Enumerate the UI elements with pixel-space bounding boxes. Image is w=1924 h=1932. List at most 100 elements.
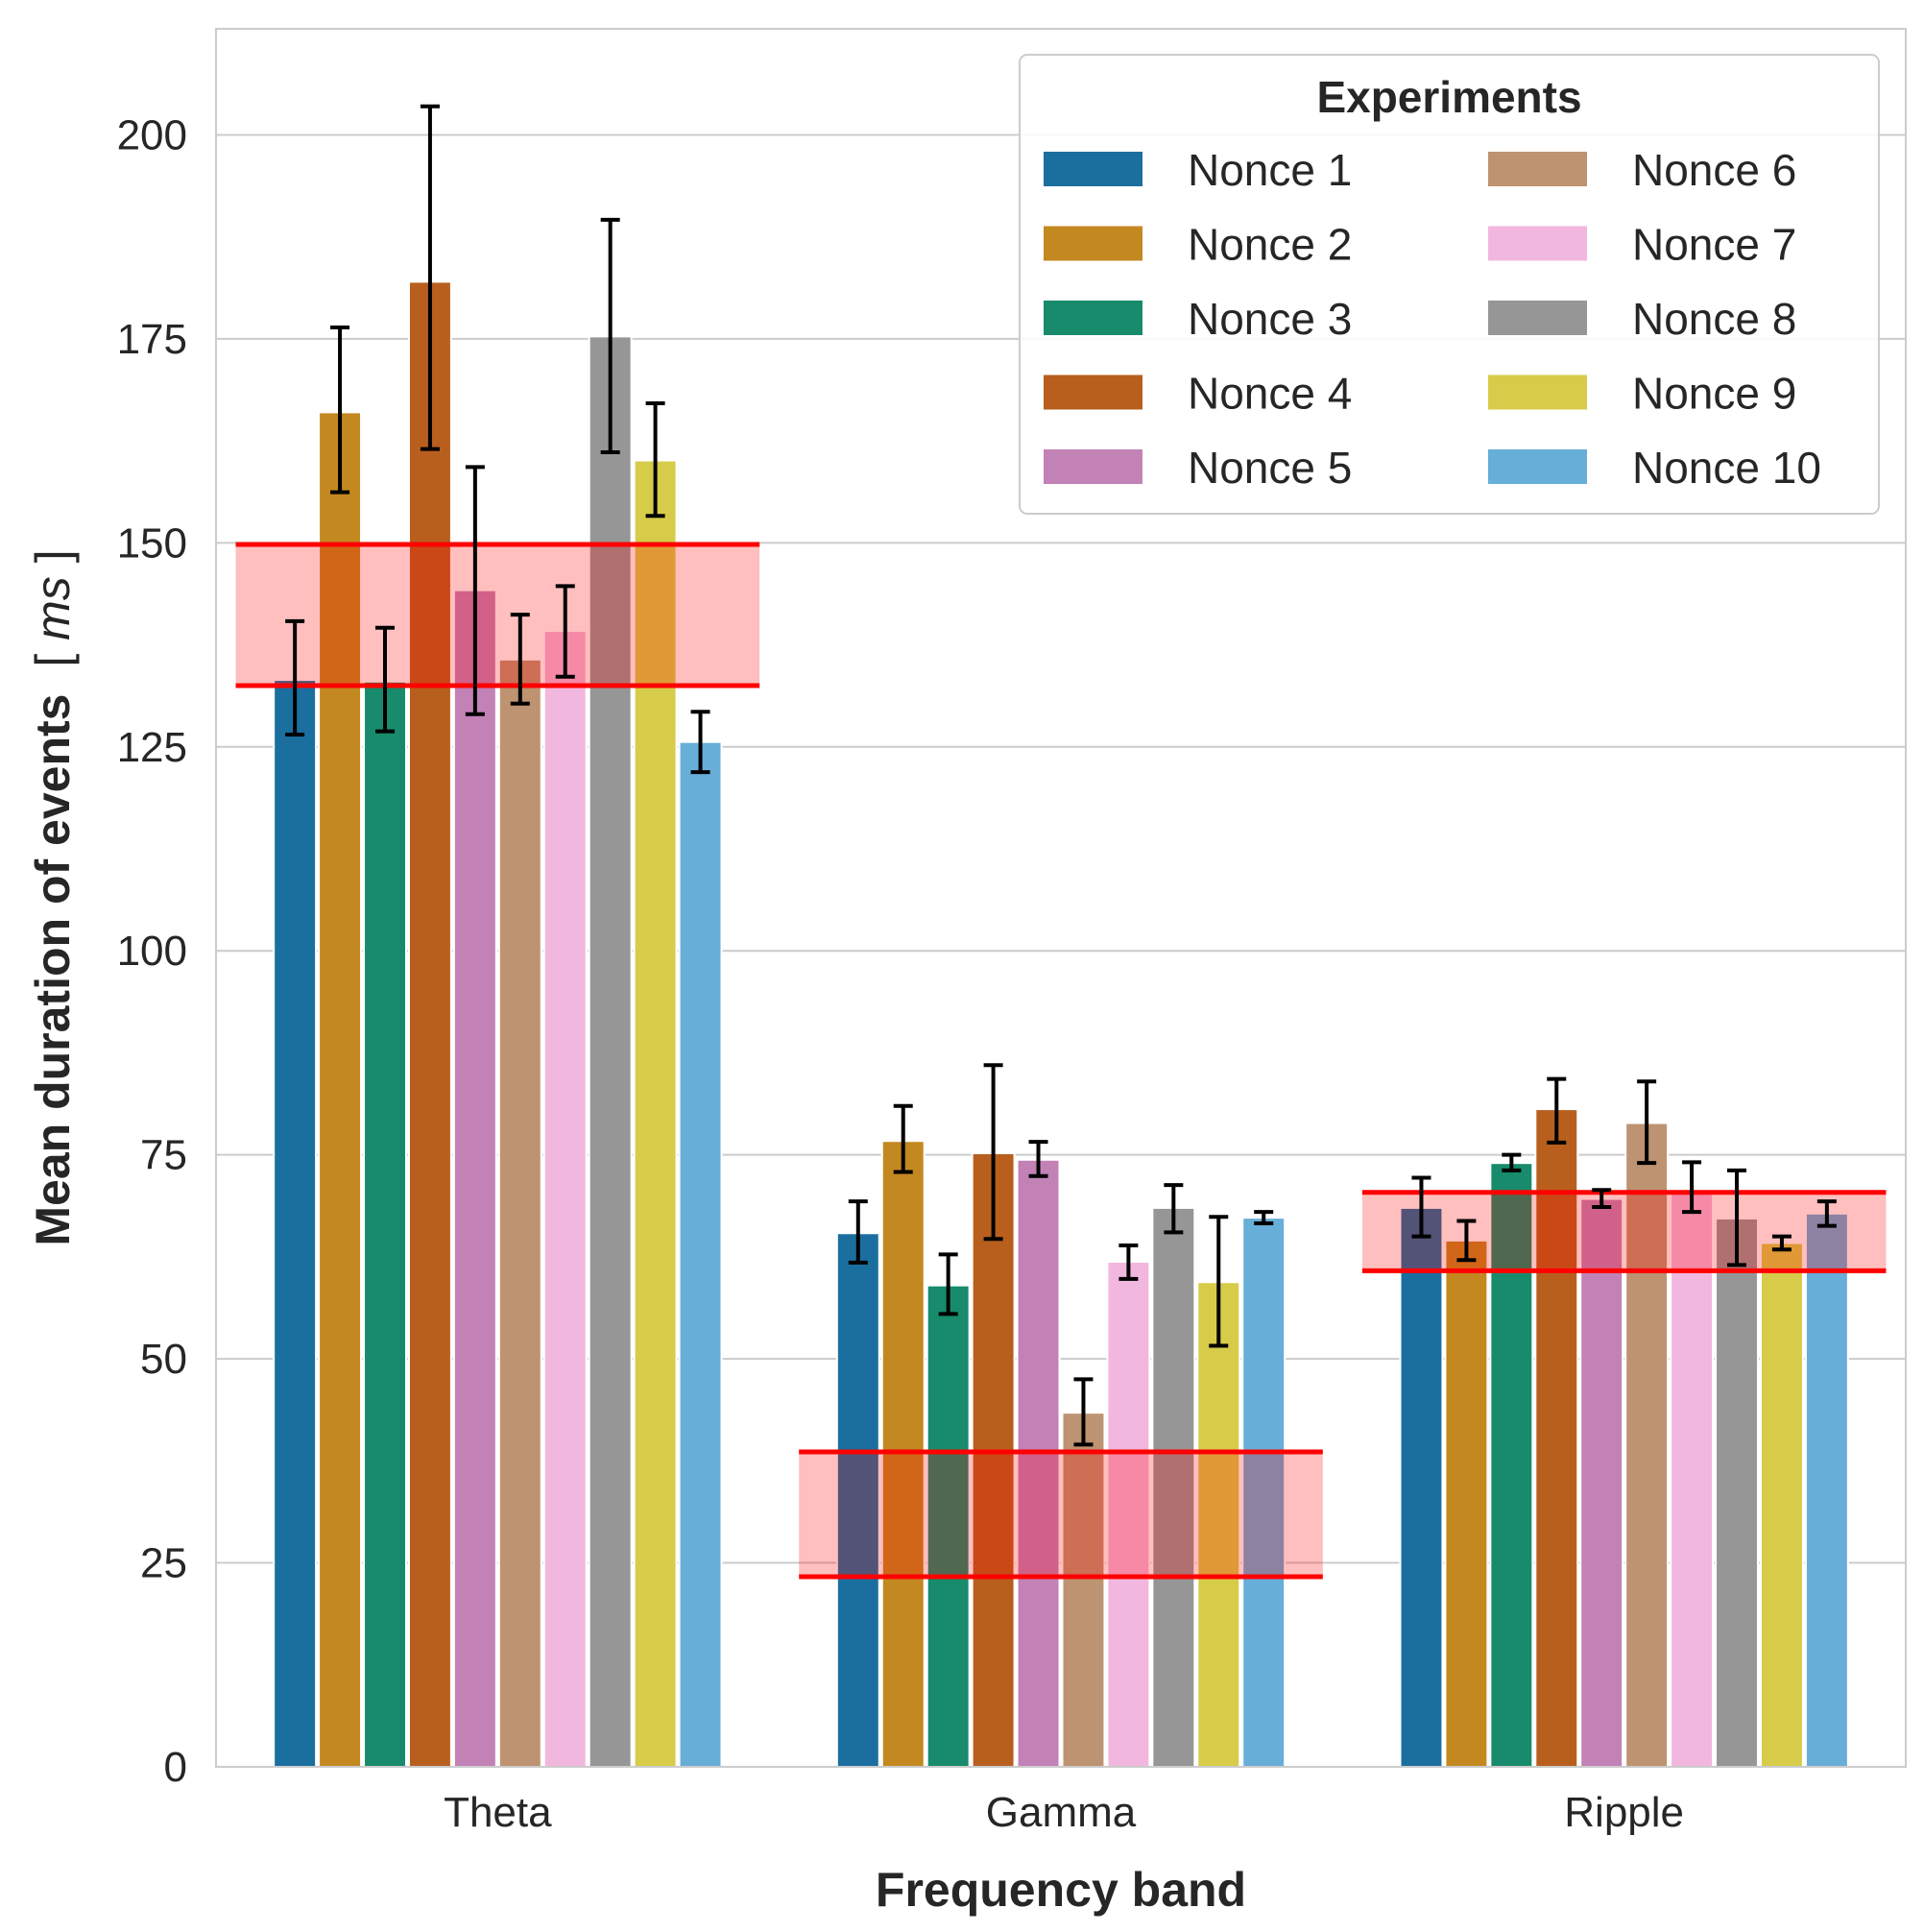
bar [1670, 1190, 1715, 1768]
legend-swatch [1044, 226, 1142, 261]
legend: Experiments Nonce 1 Nonce 2 Nonce 3 Nonce 4… [1019, 54, 1880, 515]
legend-label: Nonce 5 [1188, 443, 1352, 493]
legend-swatch [1488, 226, 1587, 261]
y-tick-label: 75 [140, 1132, 187, 1179]
error-bar [1028, 1140, 1048, 1178]
error-bar [1502, 1152, 1522, 1172]
legend-item: Nonce 5 [1044, 443, 1352, 493]
bar [588, 335, 633, 1769]
legend-label: Nonce 4 [1188, 369, 1352, 419]
y-tick-label: 100 [117, 928, 187, 975]
legend-item: Nonce 2 [1044, 220, 1352, 270]
error-bar [465, 465, 485, 716]
bar [1759, 1242, 1804, 1768]
bar [1399, 1206, 1444, 1768]
bar [633, 459, 678, 1768]
error-bar [1682, 1160, 1702, 1215]
legend-swatch [1044, 301, 1142, 335]
legend-box [1019, 54, 1880, 515]
legend-label: Nonce 1 [1188, 145, 1352, 195]
error-bar [375, 625, 395, 734]
y-tick-label: 125 [117, 724, 187, 771]
legend-title: Experiments [1316, 72, 1581, 122]
bar [1016, 1158, 1061, 1768]
error-bar [690, 710, 710, 775]
error-bar [1118, 1244, 1139, 1281]
legend-label: Nonce 3 [1188, 294, 1352, 344]
legend-item: Nonce 7 [1488, 220, 1796, 270]
bar [542, 630, 588, 1769]
bar [1534, 1108, 1579, 1769]
error-bar [1547, 1076, 1567, 1145]
legend-label: Nonce 9 [1632, 369, 1796, 419]
y-axis-title-unit: ms [26, 576, 80, 640]
legend-item: Nonce 8 [1488, 294, 1796, 344]
legend-item: Nonce 1 [1044, 145, 1352, 195]
error-bar [645, 401, 665, 519]
legend-swatch [1488, 301, 1587, 335]
reference-band-fill [1361, 1192, 1887, 1271]
error-bar [1073, 1377, 1094, 1447]
legend-swatch [1488, 152, 1587, 186]
legend-swatch [1488, 449, 1587, 484]
legend-swatch [1044, 449, 1142, 484]
bar [1061, 1412, 1106, 1769]
error-bar [983, 1063, 1003, 1242]
bar [1444, 1239, 1489, 1768]
x-axis-title: Frequency band [876, 1863, 1246, 1917]
error-bar [555, 584, 575, 679]
legend-label: Nonce 8 [1632, 294, 1796, 344]
error-bar [1727, 1168, 1746, 1268]
y-tick-label: 175 [117, 316, 187, 363]
bar [1489, 1162, 1534, 1768]
legend-swatch [1044, 374, 1142, 410]
reference-band-fill [235, 544, 760, 687]
bars [273, 280, 1849, 1769]
x-tick-label: Theta [444, 1789, 552, 1836]
error-bar [330, 326, 350, 495]
legend-item: Nonce 6 [1488, 145, 1796, 195]
reference-bands [235, 542, 1887, 1580]
y-tick-labels: 0 25 50 75 100 125 150 175 200 [117, 111, 187, 1791]
y-axis-title-open-bracket: [ [26, 654, 80, 667]
legend-label: Nonce 6 [1632, 145, 1796, 195]
bar [363, 680, 407, 1768]
error-bar [510, 613, 530, 706]
bar [678, 740, 723, 1768]
legend-item: Nonce 3 [1044, 294, 1352, 344]
bar [407, 280, 452, 1768]
y-tick-label: 200 [117, 111, 187, 158]
bar [497, 658, 542, 1768]
bar [1196, 1281, 1241, 1768]
error-bar [1771, 1234, 1792, 1252]
legend-item: Nonce 9 [1488, 369, 1796, 419]
y-tick-label: 50 [140, 1336, 187, 1383]
legend-label: Nonce 7 [1632, 220, 1796, 270]
error-bar [893, 1103, 913, 1174]
y-tick-label: 150 [117, 519, 187, 567]
error-bar [600, 217, 620, 455]
error-bar [1411, 1175, 1431, 1239]
error-bar [1456, 1219, 1477, 1263]
bar [1804, 1212, 1849, 1768]
y-axis-title: Mean duration of events [ ms ] [26, 549, 80, 1245]
error-bar [1637, 1079, 1657, 1166]
legend-label: Nonce 10 [1632, 443, 1821, 493]
error-bar [1254, 1210, 1274, 1226]
legend-item: Nonce 4 [1044, 369, 1352, 419]
reference-band-fill [799, 1451, 1323, 1578]
y-tick-label: 25 [140, 1540, 187, 1587]
error-bar [285, 618, 305, 737]
error-bar [1164, 1183, 1184, 1235]
error-bar [1816, 1199, 1837, 1228]
error-bar [420, 104, 440, 451]
bar [926, 1284, 971, 1769]
bar [273, 679, 318, 1768]
error-bar [1592, 1188, 1612, 1210]
y-axis-title-close-bracket: ] [26, 549, 80, 563]
legend-label: Nonce 2 [1188, 220, 1352, 270]
bar [1624, 1122, 1670, 1768]
error-bars [285, 104, 1837, 1447]
bar [452, 589, 497, 1768]
